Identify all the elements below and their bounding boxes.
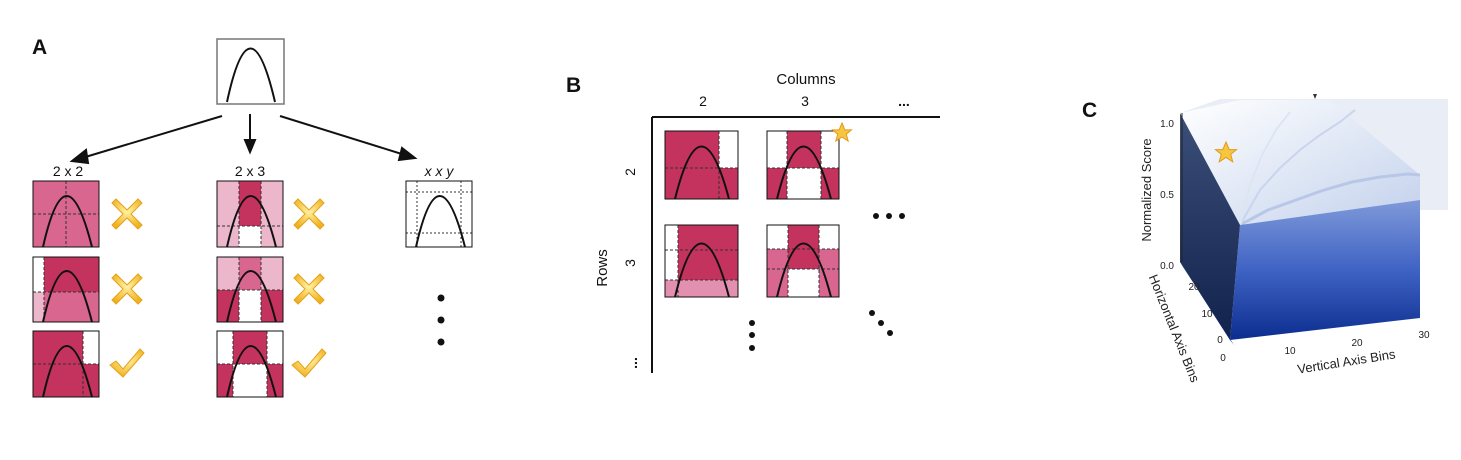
grid-xxy bbox=[405, 180, 473, 248]
x-tick-10: 10 bbox=[1284, 346, 1296, 357]
y-tick-10: 10 bbox=[1201, 309, 1213, 320]
z-tick-0.5: 0.5 bbox=[1160, 190, 1174, 201]
grid-2x3-option-1 bbox=[216, 180, 284, 248]
grid-2x3-option-2 bbox=[216, 256, 284, 323]
row-label-more: ... bbox=[624, 357, 640, 369]
y-tick-0: 0 bbox=[1217, 335, 1223, 346]
ellipsis-diagonal-b bbox=[869, 310, 893, 336]
grid-2x3-option-3 bbox=[216, 330, 284, 398]
z-tick-1: 1.0 bbox=[1160, 119, 1174, 130]
col-label-2: 2 bbox=[699, 93, 707, 109]
x-tick-30: 30 bbox=[1418, 330, 1430, 341]
col-label-more: ... bbox=[898, 93, 910, 109]
ellipsis-horizontal-b bbox=[873, 213, 905, 219]
cell-3x3 bbox=[766, 224, 840, 298]
x-tick-20: 20 bbox=[1351, 338, 1363, 349]
panel-b-label: B bbox=[566, 74, 581, 97]
cell-2x2 bbox=[664, 130, 739, 200]
row-label-2: 2 bbox=[622, 168, 638, 176]
ellipsis-vertical-a bbox=[437, 294, 445, 346]
check-icon bbox=[291, 348, 327, 378]
matrix-axes bbox=[651, 116, 940, 373]
group-label-2x2: 2 x 2 bbox=[53, 163, 84, 179]
tree-arrows bbox=[69, 114, 418, 165]
root-histogram bbox=[216, 38, 285, 105]
group-label-xxy: x x y bbox=[424, 163, 455, 179]
surface-plot bbox=[1180, 99, 1448, 345]
row-label-3: 3 bbox=[622, 259, 638, 267]
panel-c-label: C bbox=[1082, 99, 1097, 122]
col-label-3: 3 bbox=[801, 93, 809, 109]
cross-icon bbox=[111, 273, 143, 305]
cell-2x3 bbox=[766, 130, 840, 200]
columns-title: Columns bbox=[776, 71, 835, 88]
panel-a-label: A bbox=[32, 36, 47, 59]
x-axis-title: Vertical Axis Bins bbox=[1296, 346, 1397, 376]
cross-icon bbox=[293, 273, 325, 305]
star-icon bbox=[1214, 140, 1238, 164]
cross-icon bbox=[111, 198, 143, 230]
ellipsis-vertical-b bbox=[749, 320, 755, 351]
check-icon bbox=[109, 348, 145, 378]
rows-title: Rows bbox=[594, 249, 611, 287]
cell-3x2 bbox=[664, 224, 739, 298]
grid-2x2-option-3 bbox=[32, 330, 100, 398]
grid-2x2-option-1 bbox=[32, 180, 100, 248]
star-icon bbox=[831, 121, 853, 143]
y-tick-20: 20 bbox=[1188, 282, 1200, 293]
x-tick-0: 0 bbox=[1220, 353, 1226, 364]
grid-2x2-option-2 bbox=[32, 256, 100, 323]
z-axis-title: Normalized Score bbox=[1139, 138, 1154, 241]
group-label-2x3: 2 x 3 bbox=[235, 163, 266, 179]
cross-icon bbox=[293, 198, 325, 230]
z-tick-0: 0.0 bbox=[1160, 261, 1174, 272]
marker-icon bbox=[1313, 94, 1317, 99]
